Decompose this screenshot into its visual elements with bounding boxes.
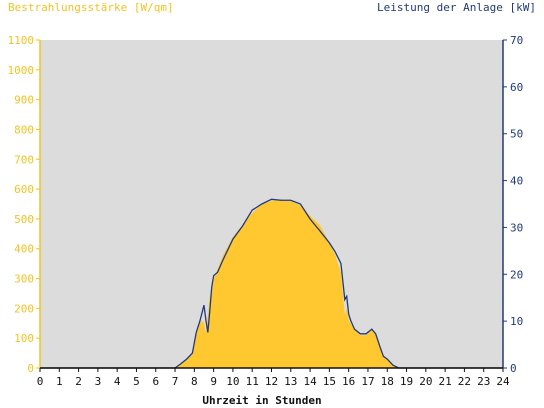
x-tick-label: 4: [114, 375, 121, 388]
left-tick-label: 900: [14, 94, 34, 107]
right-tick-label: 70: [510, 34, 523, 47]
x-tick-label: 12: [265, 375, 278, 388]
left-tick-label: 500: [14, 213, 34, 226]
left-tick-label: 300: [14, 273, 34, 286]
x-tick-label: 23: [477, 375, 490, 388]
right-axis-title: Leistung der Anlage [kW]: [377, 1, 536, 14]
left-tick-label: 700: [14, 153, 34, 166]
x-tick-label: 13: [284, 375, 297, 388]
left-tick-label: 1100: [8, 34, 35, 47]
power-line: [40, 198, 503, 369]
x-tick-label: 19: [400, 375, 413, 388]
left-tick-label: 100: [14, 332, 34, 345]
power-line-layer: [40, 198, 503, 369]
left-axis-title: Bestrahlungsstärke [W/qm]: [8, 1, 174, 14]
x-tick-label: 18: [381, 375, 394, 388]
x-tick-label: 1: [56, 375, 63, 388]
right-tick-label: 30: [510, 221, 523, 234]
left-tick-label: 400: [14, 243, 34, 256]
left-tick-label: 0: [27, 362, 34, 375]
x-tick-label: 15: [323, 375, 336, 388]
x-tick-label: 10: [226, 375, 239, 388]
x-tick-label: 17: [361, 375, 374, 388]
right-tick-label: 10: [510, 315, 523, 328]
x-tick-label: 24: [496, 375, 510, 388]
right-tick-label: 20: [510, 268, 523, 281]
right-tick-label: 0: [510, 362, 517, 375]
left-tick-label: 1000: [8, 64, 35, 77]
irradiance-area-layer: [40, 199, 503, 368]
left-tick-label: 600: [14, 183, 34, 196]
x-tick-label: 0: [37, 375, 44, 388]
x-tick-label: 20: [419, 375, 432, 388]
irradiance-area: [40, 199, 503, 368]
x-axis-ticks: 0 1 2 3 4 5 6 7 8 9 10 11 12 13 14 15 16 17 18 19 20 21 22 23 24: [37, 368, 510, 388]
left-tick-label: 200: [14, 302, 34, 315]
x-tick-label: 11: [246, 375, 259, 388]
x-tick-label: 21: [439, 375, 452, 388]
x-tick-label: 9: [210, 375, 217, 388]
right-tick-label: 50: [510, 128, 523, 141]
x-tick-label: 5: [133, 375, 140, 388]
x-tick-label: 7: [172, 375, 179, 388]
x-tick-label: 8: [191, 375, 198, 388]
right-tick-label: 40: [510, 175, 523, 188]
x-tick-label: 22: [458, 375, 471, 388]
x-tick-label: 14: [303, 375, 317, 388]
left-tick-label: 800: [14, 123, 34, 136]
x-tick-label: 2: [75, 375, 82, 388]
right-tick-label: 60: [510, 81, 523, 94]
x-tick-label: 6: [152, 375, 159, 388]
left-axis-ticks: 0 100 200 300 400 500 600 700 800 900 1000 1100: [8, 34, 40, 375]
x-axis-label: Uhrzeit in Stunden: [202, 394, 321, 407]
x-tick-label: 16: [342, 375, 355, 388]
right-axis-ticks: 0 10 20 30 40 50 60 70: [503, 34, 523, 375]
x-tick-label: 3: [95, 375, 102, 388]
